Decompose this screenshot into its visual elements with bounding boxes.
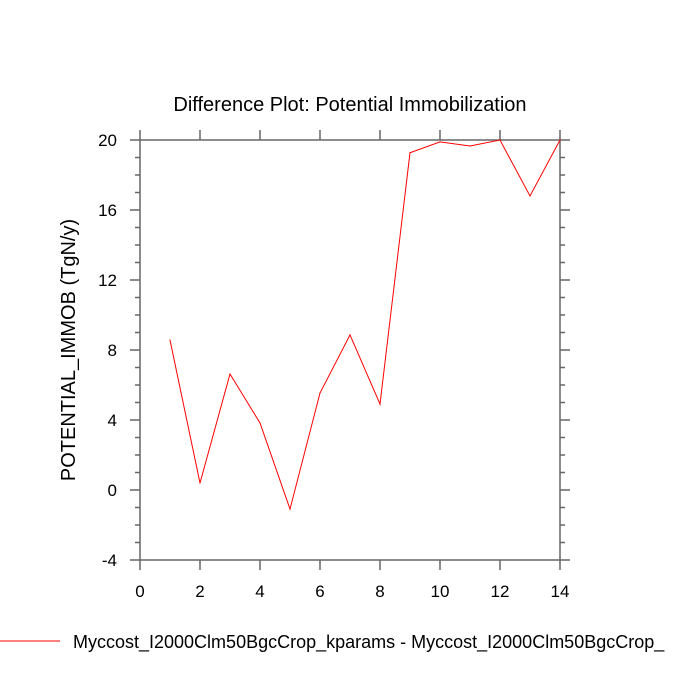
x-tick-label: 2 — [195, 582, 204, 601]
data-point — [259, 422, 261, 424]
x-tick-labels: 0 2 4 6 8 10 12 14 — [135, 582, 569, 601]
x-tick-label: 6 — [315, 582, 324, 601]
series-group — [169, 139, 561, 511]
legend-label: Myccost_I2000Clm50BgcCrop_kparams - Mycc… — [73, 632, 665, 653]
data-point — [499, 139, 501, 141]
data-point — [379, 403, 381, 405]
x-tick-label: 0 — [135, 582, 144, 601]
y-axis-label: POTENTIAL_IMMOB (TgN/y) — [58, 219, 80, 481]
data-point — [559, 139, 561, 141]
series-line — [169, 139, 561, 511]
axes — [130, 130, 570, 570]
x-tick-label: 4 — [255, 582, 264, 601]
x-tick-label: 14 — [551, 582, 570, 601]
y-tick-label: 12 — [98, 271, 117, 290]
y-tick-label: 0 — [108, 481, 117, 500]
data-point — [169, 339, 171, 341]
plot-frame — [139, 139, 561, 561]
data-point — [439, 141, 441, 143]
y-tick-label: 16 — [98, 201, 117, 220]
y-tick-label: 4 — [108, 411, 117, 430]
data-point — [229, 373, 231, 375]
y-tick-label: -4 — [102, 551, 117, 570]
data-point — [289, 508, 291, 510]
y-tick-label: 8 — [108, 341, 117, 360]
chart-title: Difference Plot: Potential Immobilizatio… — [173, 94, 526, 116]
x-tick-label: 12 — [491, 582, 510, 601]
data-point — [319, 392, 321, 394]
x-tick-label: 10 — [431, 582, 450, 601]
data-point — [409, 152, 411, 154]
data-point — [199, 482, 201, 484]
y-tick-labels: -4 0 4 8 12 16 20 — [98, 131, 117, 570]
data-point — [349, 334, 351, 336]
y-tick-label: 20 — [98, 131, 117, 150]
x-tick-label: 8 — [375, 582, 384, 601]
data-point — [469, 145, 471, 147]
data-point — [529, 195, 531, 197]
